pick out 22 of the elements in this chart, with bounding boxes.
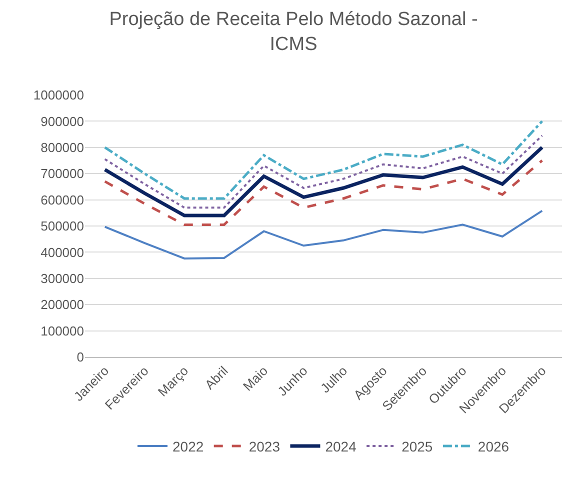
legend-label: 2024 bbox=[325, 438, 357, 454]
line-series bbox=[103, 146, 544, 218]
line-series bbox=[104, 134, 544, 209]
y-tick-label: 1000000 bbox=[33, 88, 84, 103]
legend-label: 2022 bbox=[172, 438, 204, 454]
y-tick-label: 700000 bbox=[40, 166, 84, 182]
y-tick-label: 100000 bbox=[40, 323, 84, 338]
legend-label: 2023 bbox=[248, 438, 280, 454]
line-series bbox=[104, 159, 544, 226]
legend-label: 2025 bbox=[402, 438, 433, 454]
legend-label: 2026 bbox=[478, 438, 510, 454]
chart-title: Projeção de Receita Pelo Método Sazonal - ICMS bbox=[109, 9, 478, 55]
line-series bbox=[104, 120, 544, 200]
y-tick-label: 400000 bbox=[40, 244, 84, 260]
line-series bbox=[104, 210, 544, 260]
y-tick-label: 0 bbox=[76, 350, 84, 365]
y-tick-label: 300000 bbox=[40, 270, 84, 286]
y-tick-label: 900000 bbox=[40, 114, 84, 129]
y-tick-label: 600000 bbox=[40, 192, 84, 208]
y-tick-label: 500000 bbox=[40, 218, 84, 234]
y-tick-label: 800000 bbox=[40, 140, 84, 155]
y-tick-label: 200000 bbox=[40, 297, 84, 312]
